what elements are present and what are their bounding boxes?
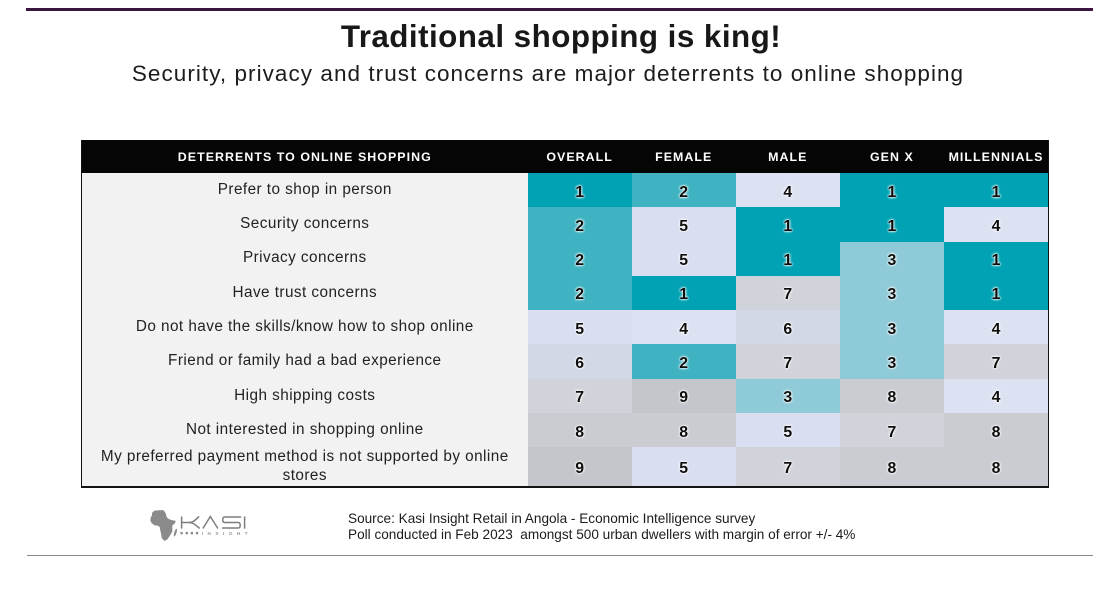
svg-text:INSIGHT: INSIGHT — [202, 531, 250, 536]
